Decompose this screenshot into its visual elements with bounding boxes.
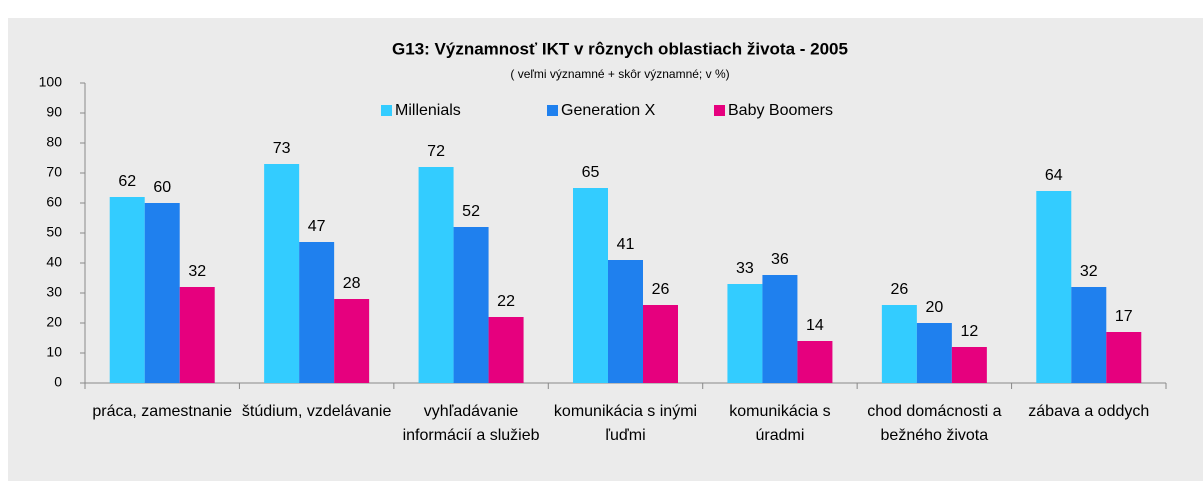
bar (727, 284, 763, 383)
value-label: 14 (806, 317, 824, 334)
legend-label: Baby Boomers (728, 102, 833, 119)
legend-swatch (714, 105, 725, 116)
y-tick-label: 50 (46, 224, 62, 240)
y-tick-label: 60 (46, 194, 62, 210)
value-label: 32 (1080, 263, 1098, 280)
legend-swatch (547, 105, 558, 116)
y-tick-label: 20 (46, 314, 62, 330)
legend-label: Millenials (395, 102, 461, 119)
value-label: 32 (188, 263, 206, 280)
x-tick-label: práca, zamestnanie (92, 403, 233, 420)
value-label: 17 (1115, 308, 1133, 325)
bar (109, 197, 145, 383)
y-tick-label: 10 (46, 344, 62, 360)
value-label: 60 (153, 179, 171, 196)
bar (144, 203, 180, 383)
value-label: 36 (771, 251, 789, 268)
x-tick-label: vyhľadávanie informácií a služieb (402, 403, 540, 444)
x-tick-label: komunikácia s inými ľuďmi (553, 403, 698, 444)
value-label: 12 (960, 323, 978, 340)
y-tick-label: 100 (39, 74, 63, 90)
value-label: 62 (118, 173, 136, 190)
value-label: 26 (890, 281, 908, 298)
legend-swatch (381, 105, 392, 116)
value-label: 41 (617, 236, 635, 253)
value-label: 64 (1045, 167, 1063, 184)
bar (608, 260, 643, 383)
bar (643, 305, 678, 383)
value-label: 33 (736, 260, 754, 277)
bar (916, 323, 952, 383)
bar (762, 275, 798, 383)
y-tick-label: 0 (54, 374, 62, 390)
value-label: 52 (462, 203, 480, 220)
x-tick-label: chod domácnosti a bežného života (867, 403, 1002, 444)
y-tick-label: 70 (46, 164, 62, 180)
legend-label: Generation X (561, 102, 656, 119)
value-label: 22 (497, 293, 515, 310)
value-label: 20 (925, 299, 943, 316)
value-label: 47 (308, 218, 326, 235)
value-label: 28 (343, 275, 361, 292)
bar (334, 299, 370, 383)
value-label: 72 (427, 143, 445, 160)
y-tick-label: 40 (46, 254, 62, 270)
bar (573, 188, 608, 383)
bar (453, 227, 489, 383)
bar (881, 305, 917, 383)
bar (418, 167, 454, 383)
y-tick-label: 30 (46, 284, 62, 300)
value-label: 26 (652, 281, 670, 298)
value-label: 65 (582, 164, 600, 181)
x-tick-label: komunikácia s úradmi (729, 403, 831, 444)
y-tick-label: 90 (46, 104, 62, 120)
bar (1036, 191, 1072, 383)
bar (179, 287, 215, 383)
bar (488, 317, 524, 383)
chart-title: G13: Významnosť IKT v rôznych oblastiach… (392, 39, 848, 58)
bar (1106, 332, 1142, 383)
bar (299, 242, 335, 383)
x-tick-label: zábava a oddych (1028, 403, 1150, 420)
x-tick-label: štúdium, vzdelávanie (241, 403, 392, 420)
chart-subtitle: ( veľmi významné + skôr významné; v %) (510, 67, 729, 81)
bar (264, 164, 300, 383)
bar (951, 347, 987, 383)
y-tick-label: 80 (46, 134, 62, 150)
value-label: 73 (273, 140, 291, 157)
bar (1071, 287, 1107, 383)
bar (797, 341, 833, 383)
